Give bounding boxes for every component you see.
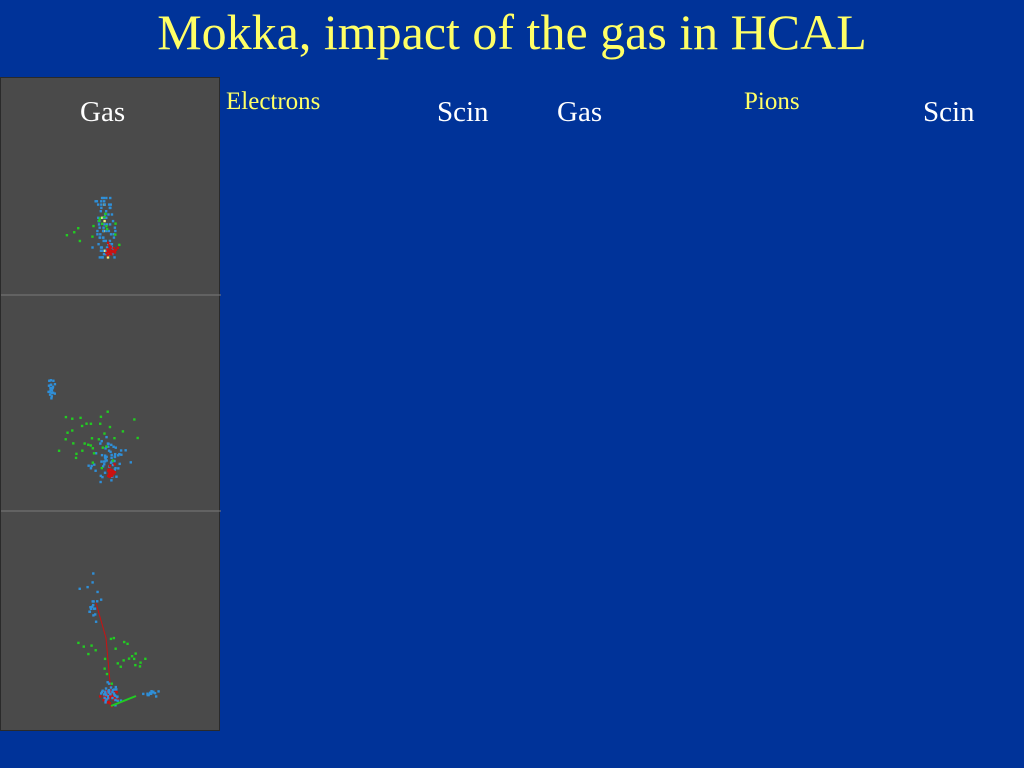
pions-scin-panel [0, 77, 221, 731]
pions-group-label: Pions [744, 88, 800, 115]
pions-scin-label: Scin [923, 96, 975, 128]
pions-gas-label: Gas [557, 96, 603, 128]
event-display [1, 196, 221, 708]
electrons-group-label: Electrons [226, 88, 321, 115]
slide-title: Mokka, impact of the gas in HCAL [157, 4, 867, 60]
electrons-gas-label: Gas [80, 96, 126, 128]
electrons-scin-label: Scin [437, 96, 489, 128]
